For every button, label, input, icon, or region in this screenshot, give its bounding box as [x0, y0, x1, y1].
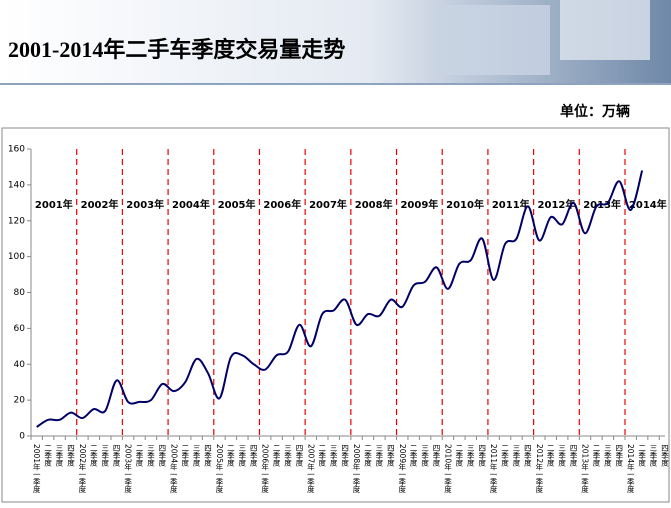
year-label: 2008年	[355, 198, 393, 211]
x-tick-label: 二季度	[637, 444, 646, 468]
year-label: 2002年	[81, 198, 119, 211]
x-tick-label: 2009年一季度	[398, 444, 407, 494]
x-tick-label: 二季度	[135, 444, 144, 468]
x-tick-label: 四季度	[432, 444, 441, 468]
x-tick-label: 三季度	[283, 444, 292, 468]
x-tick-label: 二季度	[363, 444, 372, 468]
x-tick-label: 二季度	[180, 444, 189, 468]
x-tick-label: 三季度	[420, 444, 429, 468]
x-tick-label: 三季度	[329, 444, 338, 468]
x-tick-label: 2007年一季度	[306, 444, 315, 494]
y-tick-label: 120	[8, 216, 25, 226]
year-label: 2007年	[309, 198, 347, 211]
data-line	[36, 170, 644, 428]
x-tick-label: 四季度	[295, 444, 304, 468]
x-tick-label: 四季度	[477, 444, 486, 468]
x-tick-label: 四季度	[203, 444, 212, 468]
x-tick-label: 2013年一季度	[580, 444, 589, 494]
x-tick-label: 三季度	[146, 444, 155, 468]
year-label: 2012年	[538, 198, 576, 211]
x-tick-label: 二季度	[318, 444, 327, 468]
x-tick-label: 2011年一季度	[489, 444, 498, 494]
x-tick-label: 2001年一季度	[32, 444, 41, 494]
header-band	[0, 0, 671, 84]
x-tick-label: 四季度	[340, 444, 349, 468]
x-tick-label: 二季度	[455, 444, 464, 468]
x-tick-label: 二季度	[89, 444, 98, 468]
y-tick-label: 20	[14, 396, 26, 406]
header-deco	[560, 0, 650, 60]
x-tick-label: 二季度	[546, 444, 555, 468]
x-tick-label: 三季度	[192, 444, 201, 468]
x-tick-label: 2004年一季度	[169, 444, 178, 494]
y-tick-label: 140	[8, 180, 25, 190]
x-tick-label: 四季度	[249, 444, 258, 468]
x-tick-label: 三季度	[512, 444, 521, 468]
x-tick-label: 二季度	[592, 444, 601, 468]
year-label: 2011年	[492, 198, 530, 211]
year-label: 2005年	[218, 198, 256, 211]
x-tick-label: 2014年一季度	[626, 444, 635, 494]
x-tick-label: 2008年一季度	[352, 444, 361, 494]
y-tick-label: 80	[14, 288, 26, 298]
y-tick-label: 100	[8, 252, 25, 262]
x-tick-label: 四季度	[386, 444, 395, 468]
x-tick-label: 二季度	[500, 444, 509, 468]
header-deco	[440, 5, 550, 75]
year-label: 2014年	[629, 198, 667, 211]
y-tick-label: 40	[14, 360, 26, 370]
y-tick-label: 160	[8, 145, 25, 155]
x-tick-label: 2010年一季度	[443, 444, 452, 494]
x-tick-label: 三季度	[101, 444, 110, 468]
x-tick-label: 三季度	[466, 444, 475, 468]
y-tick-label: 0	[19, 432, 25, 442]
unit-label: 单位：万辆	[560, 103, 630, 120]
chart-frame	[1, 127, 670, 503]
x-tick-label: 2005年一季度	[215, 444, 224, 494]
year-label: 2004年	[172, 198, 210, 211]
x-tick-label: 四季度	[660, 444, 669, 468]
x-tick-label: 四季度	[569, 444, 578, 468]
x-tick-label: 三季度	[557, 444, 566, 468]
x-tick-label: 三季度	[375, 444, 384, 468]
x-tick-label: 三季度	[55, 444, 64, 468]
x-tick-label: 2003年一季度	[123, 444, 132, 494]
x-tick-label: 三季度	[649, 444, 658, 468]
x-tick-label: 四季度	[158, 444, 167, 468]
x-tick-label: 四季度	[112, 444, 121, 468]
x-tick-label: 2002年一季度	[78, 444, 87, 494]
year-label: 2001年	[35, 198, 73, 211]
y-tick-label: 60	[14, 324, 26, 334]
x-tick-label: 三季度	[603, 444, 612, 468]
x-tick-label: 四季度	[66, 444, 75, 468]
year-label: 2003年	[126, 198, 164, 211]
x-tick-label: 二季度	[409, 444, 418, 468]
x-tick-label: 四季度	[615, 444, 624, 468]
x-tick-label: 二季度	[226, 444, 235, 468]
year-label: 2009年	[400, 198, 438, 211]
x-tick-label: 三季度	[238, 444, 247, 468]
x-tick-label: 四季度	[523, 444, 532, 468]
x-tick-label: 2006年一季度	[260, 444, 269, 494]
x-tick-label: 2012年一季度	[535, 444, 544, 494]
year-label: 2006年	[263, 198, 301, 211]
year-label: 2010年	[446, 198, 484, 211]
x-tick-label: 二季度	[272, 444, 281, 468]
page-title: 2001-2014年二手车季度交易量走势	[8, 37, 345, 62]
x-tick-label: 二季度	[43, 444, 52, 468]
